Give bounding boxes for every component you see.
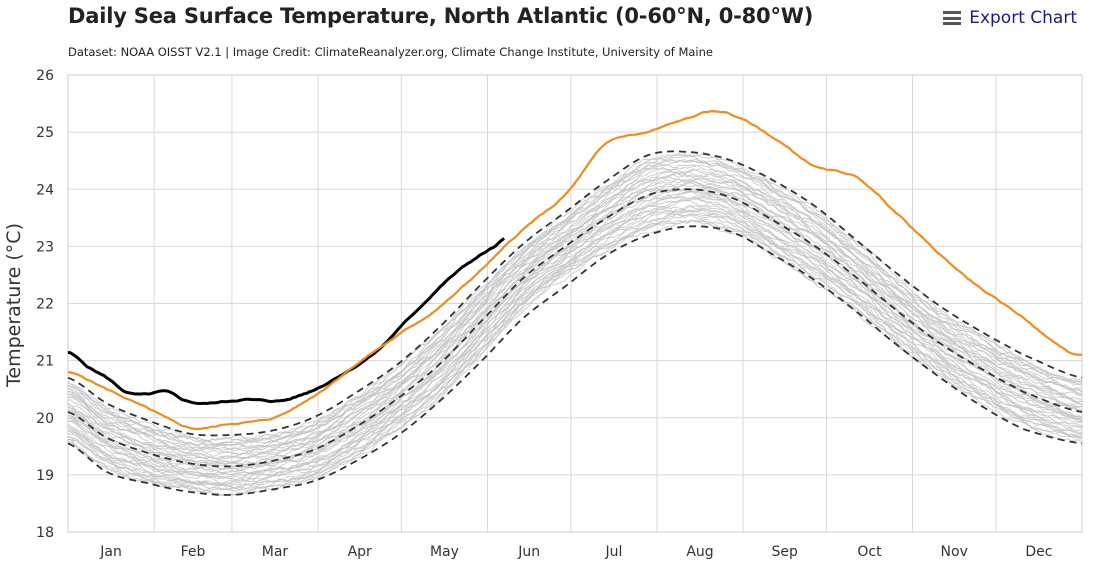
chart-axes: 18 19 20 21 22 23 24 25 26 Jan Feb Mar Apr May Jun Jul A… [36, 68, 1052, 560]
y-tick-label: 19 [36, 468, 54, 484]
y-tick-label: 24 [36, 182, 54, 198]
historical-year-line [67, 197, 1082, 480]
historical-year-line [67, 210, 1083, 488]
x-tick-label: Mar [262, 544, 289, 560]
series-previous-year [67, 109, 1083, 431]
y-tick-label: 25 [36, 125, 54, 141]
x-tick-label: Jul [604, 544, 622, 560]
historical-year-line [67, 170, 1083, 455]
y-tick-label: 20 [36, 411, 54, 427]
historical-year-line [67, 214, 1083, 493]
x-tick-label: Sep [772, 544, 799, 560]
chart-subtitle: Dataset: NOAA OISST V2.1 | Image Credit:… [68, 45, 713, 59]
y-tick-label: 18 [36, 525, 54, 541]
x-tick-label: Feb [181, 544, 206, 560]
y-axis-label: Temperature (°C) [3, 223, 25, 388]
x-tick-label: Nov [941, 544, 968, 560]
export-chart-button[interactable]: Export Chart [943, 8, 1077, 28]
historical-year-line [67, 173, 1083, 460]
historical-year-line [67, 189, 1083, 471]
series-mean [67, 188, 1083, 468]
historical-year-line [67, 184, 1083, 466]
chart-title: Daily Sea Surface Temperature, North Atl… [68, 4, 814, 28]
series-mean-plus-2sd [67, 150, 1083, 437]
historical-year-lines [67, 153, 1083, 497]
historical-year-line [68, 191, 1082, 474]
export-chart-label: Export Chart [969, 8, 1077, 28]
y-tick-label: 21 [36, 354, 54, 370]
historical-year-line [67, 165, 1083, 450]
historical-year-line [67, 153, 1083, 442]
series-mean-minus-2sd [67, 225, 1083, 496]
menu-icon [943, 11, 962, 25]
x-tick-label: Aug [686, 544, 713, 560]
x-tick-label: Apr [348, 544, 372, 560]
x-tick-label: Dec [1025, 544, 1052, 560]
historical-year-line [67, 154, 1083, 444]
historical-year-line [67, 154, 1083, 446]
historical-year-line [67, 213, 1083, 489]
historical-year-line [67, 199, 1083, 480]
x-tick-label: Jan [99, 544, 122, 560]
y-tick-label: 26 [36, 68, 54, 84]
x-tick-label: Jun [517, 544, 540, 560]
x-tick-label: Oct [857, 544, 882, 560]
chart-series [67, 109, 1083, 496]
plot-area [67, 74, 1083, 533]
x-tick-label: May [430, 544, 459, 560]
series-current-year [67, 237, 506, 406]
y-tick-label: 22 [36, 297, 54, 313]
historical-year-line [67, 204, 1083, 484]
y-tick-label: 23 [36, 239, 54, 255]
